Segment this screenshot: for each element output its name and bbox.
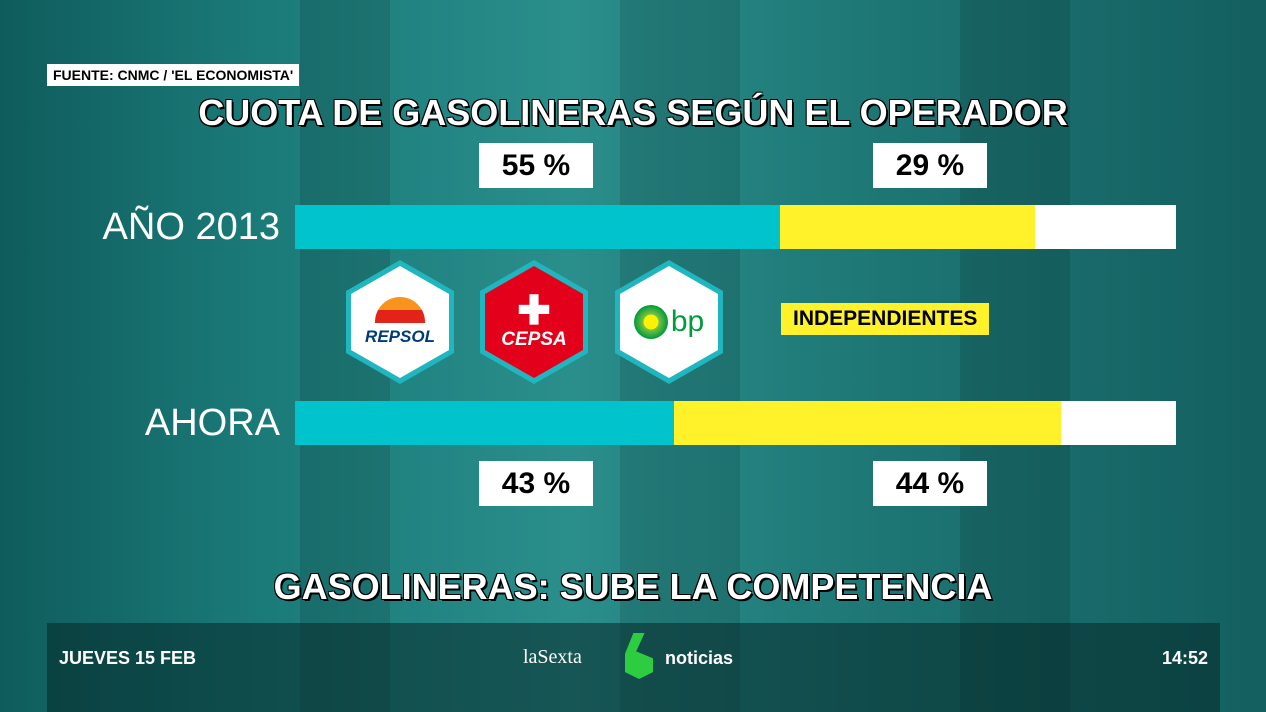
date-label: JUEVES 15 FEB (59, 648, 197, 668)
bar-segment-2013-other (1035, 205, 1176, 249)
bar-segment-ahora-other (1061, 401, 1176, 445)
legend-independientes: INDEPENDIENTES (781, 303, 990, 335)
headline: GASOLINERAS: SUBE LA COMPETENCIA (273, 566, 993, 607)
bar-2013 (295, 205, 1176, 249)
category-label-ahora: AHORA (144, 402, 280, 444)
footer-bar: JUEVES 15 FEB laSexta noticias 14:52 (47, 623, 1220, 712)
clock: 14:52 (1161, 648, 1208, 668)
data-label-ahora-major: 43 % (479, 461, 593, 506)
bar-segment-2013-indep (779, 205, 1036, 249)
data-label-ahora-indep: 44 % (873, 461, 987, 506)
bar-ahora (295, 401, 1176, 445)
category-label-2013: AÑO 2013 (102, 206, 280, 248)
bar-segment-ahora-indep (673, 401, 1062, 445)
data-label-2013-indep: 29 % (873, 143, 987, 188)
chart-title: CUOTA DE GASOLINERAS SEGÚN EL OPERADOR (198, 92, 1068, 133)
bar-segment-ahora-major (295, 401, 674, 445)
cepsa-logo: ✚ CEPSA (480, 260, 588, 384)
data-label-2013-major: 55 % (479, 143, 593, 188)
bar-segment-2013-major (295, 205, 780, 249)
source-label: FUENTE: CNMC / 'EL ECONOMISTA' (47, 64, 300, 86)
lasexta-6-logo-icon (625, 633, 653, 679)
program-name: noticias (665, 648, 734, 668)
channel-name: laSexta (523, 646, 582, 668)
background-pump (960, 0, 1070, 712)
